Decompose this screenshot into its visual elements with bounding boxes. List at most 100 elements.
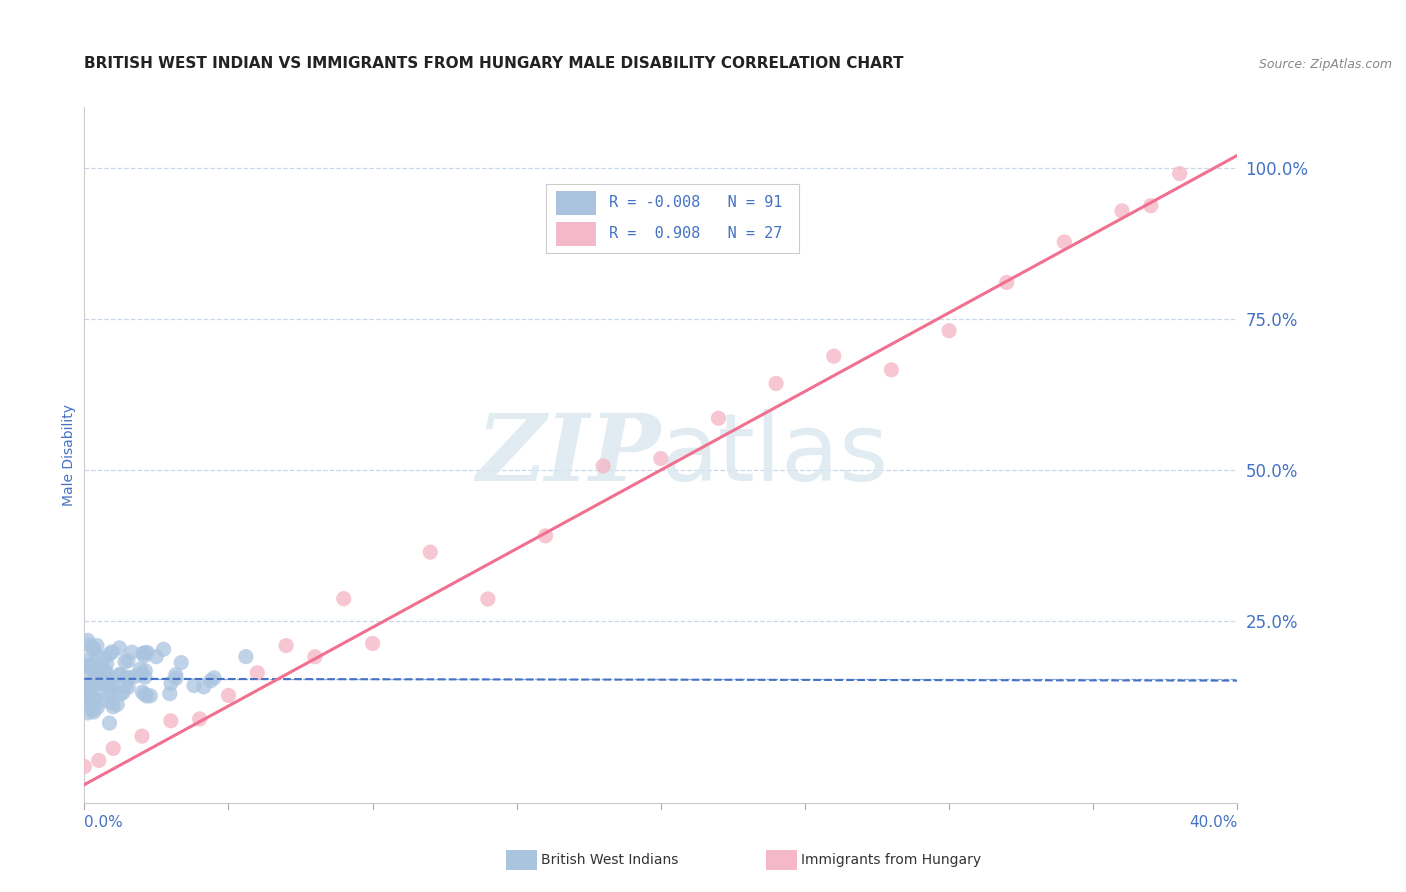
Point [96,677,118,691]
Point [90,665,112,680]
Text: Source: ZipAtlas.com: Source: ZipAtlas.com [1258,58,1392,71]
Point [105,698,128,712]
Point [183,679,205,693]
Point [83,705,105,719]
Point [134,648,156,663]
Point [97,688,120,702]
Point [707,411,730,425]
Point [129,662,152,676]
Point [246,665,269,680]
Point [90,694,112,708]
Text: R =  0.908   N = 27: R = 0.908 N = 27 [609,227,782,241]
Point [79,657,101,672]
Point [90,675,112,690]
Point [79,652,101,666]
Point [121,645,143,659]
Point [96,665,118,680]
Point [75,679,97,693]
Point [165,668,187,682]
Point [117,654,139,668]
Point [1168,167,1191,181]
Point [83,641,105,656]
Point [101,680,124,694]
Point [73,698,96,712]
Point [134,687,156,701]
Point [136,646,159,660]
Point [100,684,122,698]
Point [139,689,162,703]
Point [419,545,441,559]
Point [160,676,183,690]
Point [73,659,96,673]
Point [134,664,156,678]
Point [82,679,104,693]
Point [823,349,845,363]
Point [165,671,187,685]
Point [76,658,98,673]
Point [91,658,114,673]
Point [73,759,96,773]
Point [117,671,139,685]
Point [152,642,174,657]
Point [98,716,121,731]
Point [75,681,97,695]
Text: R = -0.008   N = 91: R = -0.008 N = 91 [609,194,782,210]
Point [114,679,136,693]
Point [86,692,108,706]
Point [765,376,787,391]
Text: 0.0%: 0.0% [84,815,124,830]
Point [159,687,181,701]
Point [131,667,153,681]
Point [333,591,356,606]
Point [117,680,139,694]
Point [108,667,131,681]
Point [79,638,101,652]
Point [202,671,225,685]
Point [218,689,240,703]
Point [592,458,614,473]
Point [86,700,108,714]
Text: Immigrants from Hungary: Immigrants from Hungary [801,853,981,867]
Point [108,668,131,682]
Point [100,696,122,710]
Point [131,685,153,699]
Point [188,712,211,726]
Text: 40.0%: 40.0% [1189,815,1237,830]
Point [94,665,117,680]
Point [77,678,100,692]
Point [96,657,118,671]
Text: atlas: atlas [661,409,889,501]
Point [276,639,298,653]
Point [132,646,155,660]
Point [98,670,121,684]
Point [98,647,121,661]
Point [304,649,326,664]
Point [235,649,257,664]
Point [534,529,557,543]
Point [93,651,115,665]
Point [86,660,108,674]
Text: British West Indians: British West Indians [541,853,679,867]
Point [76,633,98,648]
Point [86,639,108,653]
Point [114,655,136,669]
Point [134,670,156,684]
Point [361,636,384,650]
Point [82,703,104,717]
Point [115,670,138,684]
Point [124,669,146,683]
Point [101,645,124,659]
Point [103,699,125,714]
Point [103,741,124,756]
Point [880,363,903,377]
Point [84,670,107,684]
Point [80,680,103,694]
Point [995,276,1018,290]
Point [200,673,222,688]
Point [83,682,105,697]
Point [1053,235,1076,249]
Point [75,686,97,700]
Point [170,656,193,670]
Point [1111,203,1133,218]
Point [73,679,96,693]
